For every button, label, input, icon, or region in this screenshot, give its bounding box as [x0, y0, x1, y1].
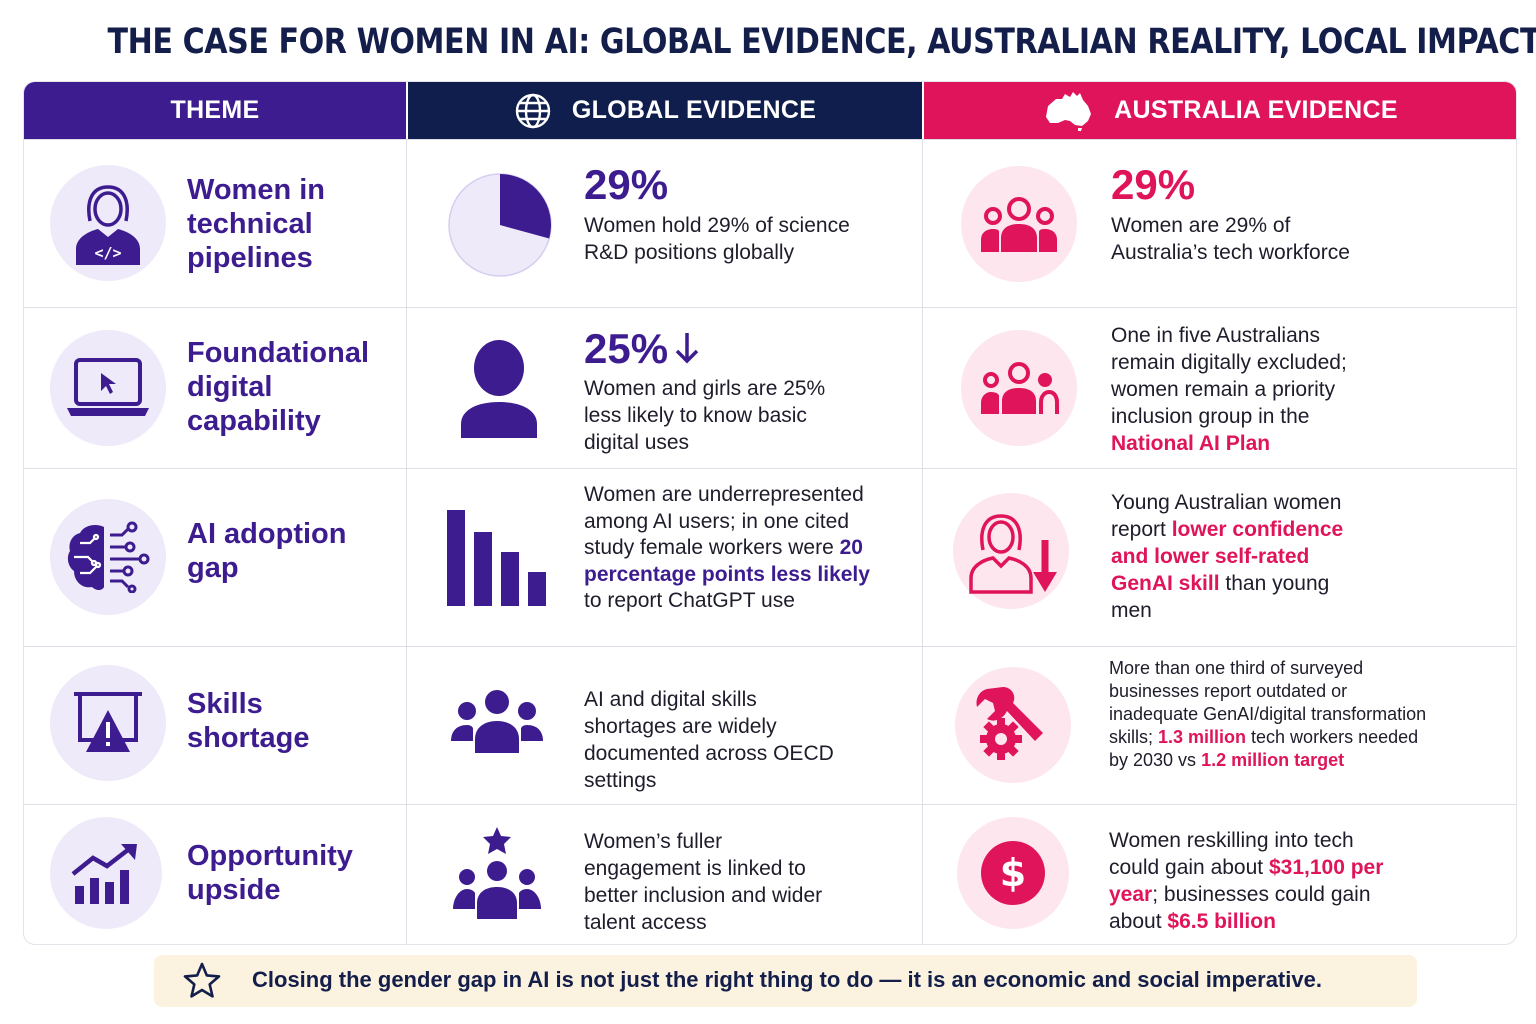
theme-label: AI adoption gap [187, 518, 347, 584]
header-global-label: GLOBAL EVIDENCE [571, 96, 817, 124]
au-text-highlight: lower confidence and lower self-rated Ge… [1111, 518, 1344, 595]
au-text-highlight: $6.5 billion [1167, 910, 1276, 933]
evidence-table: THEME GLOBAL EVIDENCE AUSTRALIA EVIDENCE [23, 81, 1517, 945]
laptop-cursor-icon [67, 358, 149, 416]
australia-cell: Young Australian women report lower conf… [922, 469, 1516, 646]
ai-brain-circuit-icon [67, 521, 150, 593]
dollar-coin-icon: $ [981, 841, 1045, 905]
down-arrow-icon [675, 333, 699, 364]
theme-label: Women in technical pipelines [187, 174, 326, 274]
header-australia: AUSTRALIA EVIDENCE [922, 82, 1516, 139]
theme-cell: Skills shortage [24, 647, 406, 804]
table-row: Skills shortage AI and digital skills sh… [24, 646, 1516, 804]
global-cell: 25% Women and girls are 25% less likely … [406, 308, 923, 468]
star-outline-icon [183, 962, 221, 998]
theme-icon-circle [50, 330, 166, 446]
global-text: Women hold 29% of science R&D positions … [584, 214, 850, 264]
warning-board-icon [74, 692, 142, 752]
theme-cell: Opportunity upside [24, 805, 406, 944]
global-stat-value: 25% [584, 325, 669, 372]
global-cell: Women are underrepresented among AI user… [406, 469, 923, 646]
star-team-icon [453, 827, 541, 919]
au-text: Young Australian women report lower conf… [1111, 489, 1371, 624]
theme-icon-circle [50, 817, 162, 929]
group-people-icon [981, 362, 1059, 414]
theme-label: Opportunity upside [187, 840, 353, 906]
au-text-part: than young men [1111, 572, 1330, 622]
woman-coder-icon: </> [76, 185, 140, 265]
theme-label: Skills shortage [187, 688, 310, 754]
australia-map-icon [1046, 91, 1092, 131]
global-text: Women and girls are 25% less likely to k… [584, 377, 826, 454]
woman-down-arrow-icon [969, 514, 1057, 594]
au-text-highlight: 1.3 million [1158, 727, 1247, 747]
au-stat: 29% [1111, 161, 1196, 208]
australia-cell: $ Women reskilling into tech could gain … [922, 805, 1516, 944]
table-row: Opportunity upside Women’s fuller engage… [24, 804, 1516, 944]
au-text-part: tech workers needed by 2030 vs [1109, 727, 1419, 770]
au-text-part: Young Australian women report [1111, 491, 1342, 541]
pie-29-percent-icon [448, 173, 552, 277]
header-australia-label: AUSTRALIA EVIDENCE [1114, 96, 1398, 124]
global-cell: 29% Women hold 29% of science R&D positi… [406, 140, 923, 307]
growth-chart-icon [71, 844, 137, 904]
footer-callout: Closing the gender gap in AI is not just… [154, 955, 1417, 1007]
svg-text:$: $ [1000, 851, 1026, 895]
person-silhouette-icon [461, 340, 537, 438]
declining-bar-chart-icon [447, 510, 546, 606]
au-text-highlight: $31,100 per year [1109, 856, 1384, 906]
au-icon-circle: $ [957, 817, 1069, 929]
global-cell: AI and digital skills shortages are wide… [406, 647, 923, 804]
au-icon-circle [961, 166, 1077, 282]
au-text-highlight: 1.2 million target [1201, 750, 1345, 770]
au-text-part: More than one third of surveyed business… [1109, 658, 1427, 747]
australia-cell: 29% Women are 29% of Australia’s tech wo… [922, 140, 1516, 307]
au-icon-circle [955, 667, 1071, 783]
global-stat: 29% [584, 161, 669, 208]
theme-label: Foundational digital capability [187, 337, 370, 437]
theme-icon-circle: </> [50, 165, 166, 281]
au-text-part: One in five Australians remain digitally… [1111, 324, 1347, 428]
global-text-highlight: 20 percentage points less likely [584, 536, 870, 586]
header-global: GLOBAL EVIDENCE [406, 82, 922, 139]
table-row: </> Women in technical pipelines 29% Wom… [24, 139, 1516, 307]
table-row: AI adoption gap Women are underrepresent… [24, 468, 1516, 646]
header-theme-label: THEME [170, 96, 260, 124]
footer-text: Closing the gender gap in AI is not just… [252, 967, 1322, 992]
au-text-part: ; businesses could gain about [1109, 883, 1371, 933]
theme-cell: </> Women in technical pipelines [24, 140, 406, 307]
global-text-part: Women are underrepresented among AI user… [584, 483, 864, 559]
team-group-icon [451, 690, 543, 753]
au-text: One in five Australians remain digitally… [1111, 322, 1381, 457]
global-text: Women’s fuller engagement is linked to b… [584, 830, 823, 934]
group-people-icon [981, 197, 1057, 252]
header-theme: THEME [24, 82, 406, 139]
global-text: Women are underrepresented among AI user… [584, 482, 884, 615]
theme-cell: Foundational digital capability [24, 308, 406, 468]
au-text-part: Women reskilling into tech could gain ab… [1109, 829, 1354, 879]
svg-text:</>: </> [94, 244, 121, 262]
global-text-part: to report ChatGPT use [584, 589, 795, 612]
au-icon-circle [961, 330, 1077, 446]
au-text: Women reskilling into tech could gain ab… [1109, 827, 1399, 935]
wrench-gear-icon [976, 687, 1043, 760]
globe-icon [515, 93, 551, 128]
australia-cell: More than one third of surveyed business… [922, 647, 1516, 804]
theme-icon-circle [50, 665, 166, 781]
page-title: THE CASE FOR WOMEN IN AI: GLOBAL EVIDENC… [107, 22, 1536, 62]
table-row: Foundational digital capability 25% Wome… [24, 307, 1516, 468]
global-text: AI and digital skills shortages are wide… [584, 688, 834, 792]
global-cell: Women’s fuller engagement is linked to b… [406, 805, 923, 944]
theme-icon-circle [50, 499, 166, 615]
au-text: More than one third of surveyed business… [1109, 657, 1429, 772]
au-icon-circle [953, 493, 1069, 609]
australia-cell: One in five Australians remain digitally… [922, 308, 1516, 468]
au-text-highlight: National AI Plan [1111, 432, 1271, 455]
theme-cell: AI adoption gap [24, 469, 406, 646]
global-stat: 25% [584, 326, 700, 372]
au-text: Women are 29% of Australia’s tech workfo… [1111, 214, 1350, 264]
